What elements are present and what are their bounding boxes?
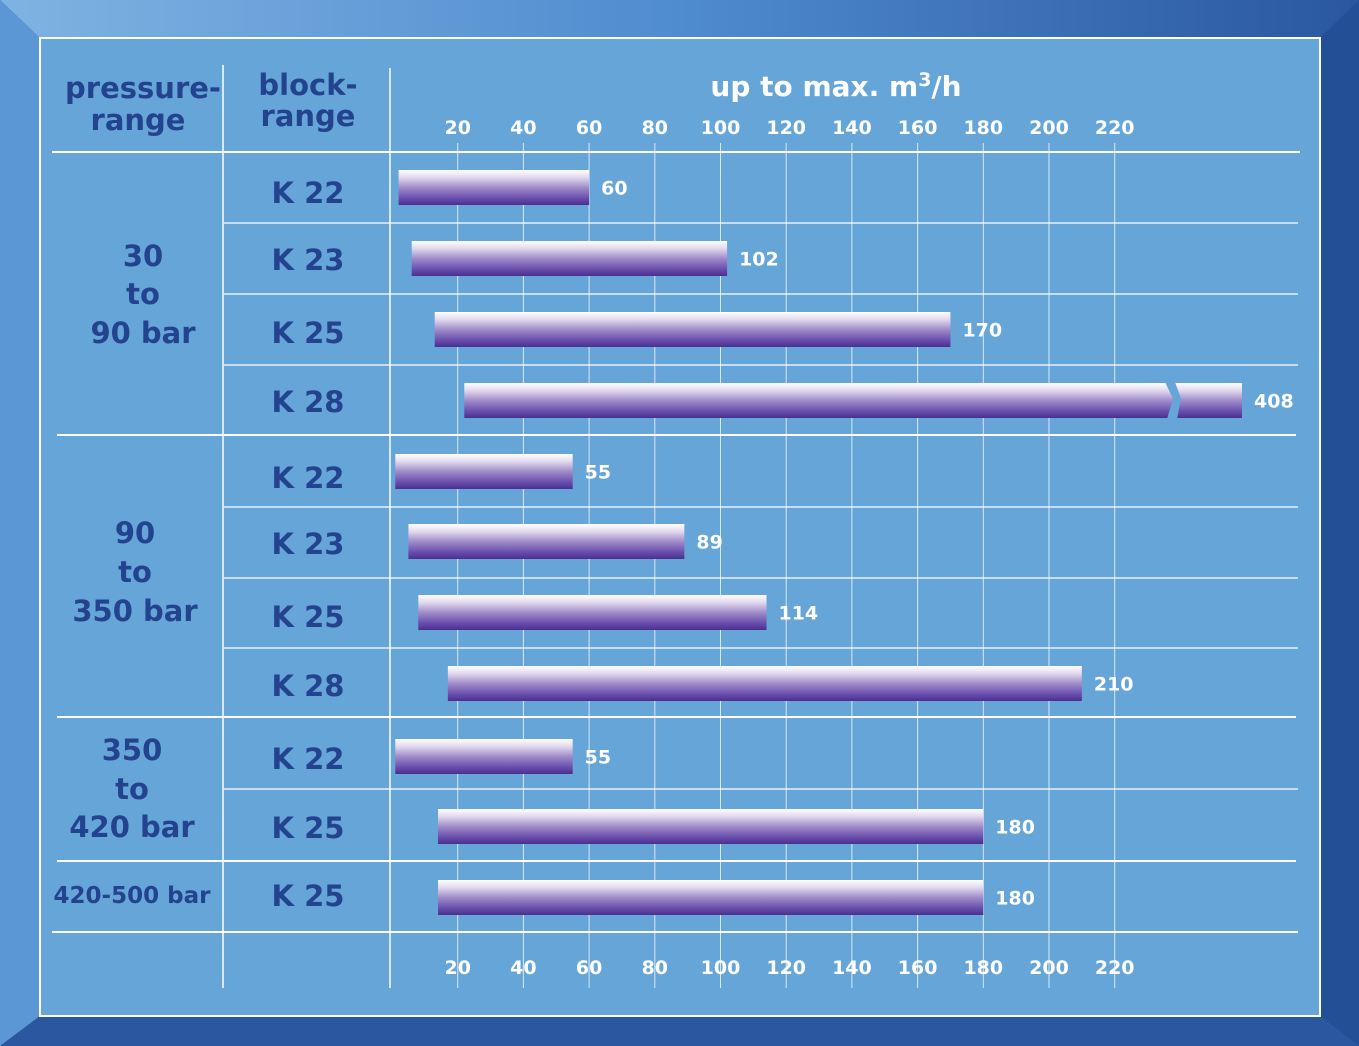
pressure-group-4: 420-500 bar <box>54 883 212 909</box>
bar-value-label: 89 <box>696 532 722 554</box>
bar <box>464 383 1242 418</box>
x-tick-label-bottom: 40 <box>510 957 536 979</box>
pressure-group-line: 420-500 bar <box>54 883 212 909</box>
bar-value-label: 408 <box>1254 391 1294 413</box>
bar <box>395 739 573 774</box>
bar <box>418 595 767 630</box>
pressure-group-line: 90 bar <box>90 316 196 350</box>
x-tick-label-bottom: 200 <box>1029 957 1069 979</box>
block-header-line1: block- <box>258 68 357 102</box>
bar <box>434 312 951 347</box>
bar-value-label: 170 <box>962 320 1002 342</box>
bar-value-label: 180 <box>995 817 1035 839</box>
bar-value-label: 102 <box>739 249 779 271</box>
pressure-header-line1: pressure- <box>65 71 221 105</box>
block-range-label: K 28 <box>272 385 345 419</box>
pressure-group-1: 30 to 90 bar <box>90 239 196 350</box>
bar-value-label: 114 <box>778 603 818 625</box>
bar-value-label: 55 <box>585 462 611 484</box>
block-range-label: K 25 <box>272 600 345 634</box>
bar <box>408 524 685 559</box>
x-tick-label-top: 80 <box>642 117 668 139</box>
block-range-label: K 25 <box>272 811 345 845</box>
x-tick-label-top: 20 <box>444 117 470 139</box>
pressure-header-line2: range <box>91 103 186 137</box>
block-range-label: K 25 <box>272 879 345 913</box>
block-range-label: K 22 <box>272 176 345 210</box>
x-tick-label-bottom: 20 <box>444 957 470 979</box>
x-tick-label-bottom: 120 <box>766 957 806 979</box>
x-tick-label-top: 140 <box>832 117 872 139</box>
x-tick-label-top: 120 <box>766 117 806 139</box>
pressure-group-line: to <box>126 277 160 311</box>
x-tick-label-bottom: 160 <box>898 957 938 979</box>
frame-bevel-bottom <box>0 1016 1359 1046</box>
pressure-group-line: to <box>115 772 149 806</box>
bar-value-label: 55 <box>585 747 611 769</box>
x-tick-label-bottom: 60 <box>576 957 602 979</box>
pressure-group-line: 350 bar <box>72 594 198 628</box>
bar <box>437 880 984 915</box>
x-tick-label-top: 60 <box>576 117 602 139</box>
pressure-group-line: 30 <box>123 239 163 273</box>
x-tick-label-bottom: 100 <box>701 957 741 979</box>
frame-bevel-left <box>0 0 40 1046</box>
pressure-group-line: 350 <box>102 733 163 767</box>
x-tick-label-bottom: 220 <box>1095 957 1135 979</box>
bar <box>437 809 984 844</box>
bar <box>398 170 590 205</box>
bar-value-label: 60 <box>601 178 627 200</box>
x-tick-label-top: 200 <box>1029 117 1069 139</box>
pressure-group-3: 350 to 420 bar <box>69 733 195 844</box>
frame-bevel-top <box>0 0 1359 38</box>
block-header-line2: range <box>261 99 356 133</box>
x-tick-label-bottom: 140 <box>832 957 872 979</box>
block-range-label: K 22 <box>272 461 345 495</box>
x-tick-label-bottom: 180 <box>963 957 1003 979</box>
frame-bevel-right <box>1320 0 1359 1046</box>
block-range-label: K 25 <box>272 316 345 350</box>
bar-value-label: 210 <box>1094 674 1134 696</box>
x-tick-label-top: 180 <box>963 117 1003 139</box>
pressure-group-2: 90 to 350 bar <box>72 516 198 628</box>
block-range-label: K 23 <box>272 243 345 277</box>
block-range-label: K 23 <box>272 527 345 561</box>
x-tick-label-bottom: 80 <box>642 957 668 979</box>
x-tick-label-top: 100 <box>701 117 741 139</box>
axis-break-marker <box>1165 382 1181 419</box>
bar <box>411 241 728 276</box>
bar <box>447 666 1082 701</box>
pressure-group-line: to <box>118 555 152 589</box>
block-range-label: K 28 <box>272 669 345 703</box>
block-range-label: K 22 <box>272 742 345 776</box>
pressure-group-line: 90 <box>115 516 155 550</box>
bar-value-label: 180 <box>995 888 1035 910</box>
x-tick-label-top: 220 <box>1095 117 1135 139</box>
bar <box>395 454 573 489</box>
x-tick-label-top: 40 <box>510 117 536 139</box>
x-tick-label-top: 160 <box>898 117 938 139</box>
axis-title: up to max. m3/h <box>710 69 961 103</box>
pressure-group-line: 420 bar <box>69 810 195 844</box>
